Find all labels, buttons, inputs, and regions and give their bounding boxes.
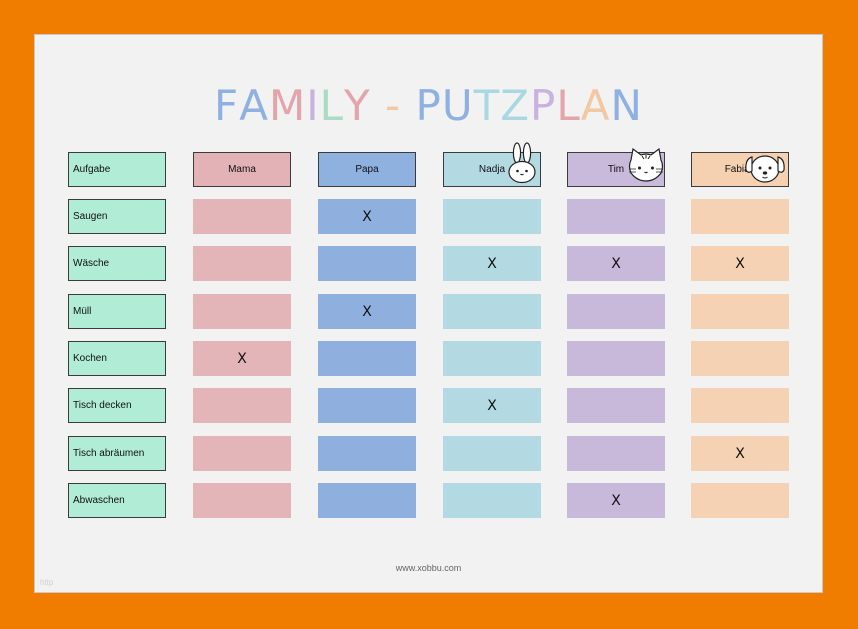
assignment-cell <box>443 341 541 376</box>
assignment-cell: X <box>318 294 416 329</box>
assignment-cell <box>318 436 416 471</box>
assignment-mark: X <box>237 350 247 367</box>
task-header-cell-text: Aufgabe <box>73 164 111 175</box>
member-header-fabian-text: Fabian <box>724 164 756 175</box>
task-cell-text: Tisch abräumen <box>73 448 145 459</box>
task-cell-text: Saugen <box>73 211 108 222</box>
assignment-cell <box>443 199 541 234</box>
assignment-cell <box>318 388 416 423</box>
assignment-cell <box>193 483 291 518</box>
corner-watermark: http <box>40 578 54 587</box>
member-header-tim-text: Tim <box>607 164 625 175</box>
assignment-cell: X <box>567 483 665 518</box>
assignment-cell <box>567 436 665 471</box>
title-letter: A <box>580 81 611 130</box>
assignment-cell <box>443 483 541 518</box>
member-header-papa: Papa <box>318 152 416 187</box>
assignment-cell <box>567 388 665 423</box>
title-letter: Y <box>344 81 371 130</box>
assignment-cell <box>691 294 789 329</box>
assignment-cell: X <box>318 199 416 234</box>
assignment-mark: X <box>611 255 621 272</box>
assignment-cell: X <box>443 388 541 423</box>
task-cell: Müll <box>68 294 166 329</box>
task-cell-text: Müll <box>73 306 92 317</box>
assignment-cell <box>318 483 416 518</box>
member-header-papa-text: Papa <box>355 164 379 175</box>
assignment-cell <box>318 246 416 281</box>
assignment-mark: X <box>362 208 372 225</box>
assignment-cell <box>567 199 665 234</box>
member-header-mama: Mama <box>193 152 291 187</box>
title-letter: - <box>385 81 402 130</box>
assignment-mark: X <box>362 303 372 320</box>
assignment-cell <box>193 246 291 281</box>
title-letter: T <box>473 81 501 130</box>
title-letter: P <box>415 81 442 130</box>
assignment-cell <box>193 199 291 234</box>
member-header-mama-text: Mama <box>228 164 256 175</box>
task-cell-text: Tisch decken <box>73 400 132 411</box>
title-letter: N <box>610 81 643 130</box>
title-letter: Z <box>500 81 531 130</box>
title-letter: M <box>268 81 307 130</box>
assignment-cell: X <box>691 246 789 281</box>
dog-icon <box>743 150 787 189</box>
task-cell: Wäsche <box>68 246 166 281</box>
assignment-cell <box>691 388 789 423</box>
assignment-cell <box>193 436 291 471</box>
title-letter: P <box>530 81 557 130</box>
assignment-mark: X <box>735 445 745 462</box>
assignment-cell <box>691 341 789 376</box>
task-cell: Tisch decken <box>68 388 166 423</box>
title-letter: I <box>306 81 320 130</box>
task-cell-text: Wäsche <box>73 258 110 269</box>
task-cell-text: Abwaschen <box>73 495 125 506</box>
assignment-mark: X <box>611 492 621 509</box>
assignment-mark: X <box>735 255 745 272</box>
cleaning-plan-sheet: FAMILY - PUTZPLAN Aufgabe Mama Papa Nadja Ti… <box>35 35 822 592</box>
title-letter <box>371 81 385 131</box>
assignment-cell <box>443 294 541 329</box>
task-cell: Abwaschen <box>68 483 166 518</box>
task-header-cell: Aufgabe <box>68 152 166 187</box>
title-letter: F <box>214 81 240 130</box>
assignment-cell <box>318 341 416 376</box>
assignment-cell <box>691 483 789 518</box>
cat-icon <box>627 147 665 187</box>
assignment-cell <box>193 294 291 329</box>
footer-website: www.xobbu.com <box>395 563 462 573</box>
assignment-cell <box>691 199 789 234</box>
assignment-cell: X <box>567 246 665 281</box>
assignment-cell: X <box>443 246 541 281</box>
assignment-cell <box>567 294 665 329</box>
bunny-icon <box>507 142 537 189</box>
title-letter <box>401 81 415 131</box>
assignment-cell <box>567 341 665 376</box>
assignment-cell: X <box>193 341 291 376</box>
assignment-mark: X <box>487 255 497 272</box>
page-title: FAMILY - PUTZPLAN <box>35 81 822 131</box>
task-cell-text: Kochen <box>73 353 107 364</box>
assignment-cell: X <box>691 436 789 471</box>
assignment-cell <box>443 436 541 471</box>
member-header-nadja-text: Nadja <box>478 164 506 175</box>
title-letter: U <box>441 81 474 130</box>
task-cell: Saugen <box>68 199 166 234</box>
task-cell: Tisch abräumen <box>68 436 166 471</box>
title-letter: L <box>319 81 344 130</box>
assignment-mark: X <box>487 397 497 414</box>
title-letter: L <box>556 81 581 130</box>
task-cell: Kochen <box>68 341 166 376</box>
assignment-cell <box>193 388 291 423</box>
title-letter: A <box>239 81 269 130</box>
